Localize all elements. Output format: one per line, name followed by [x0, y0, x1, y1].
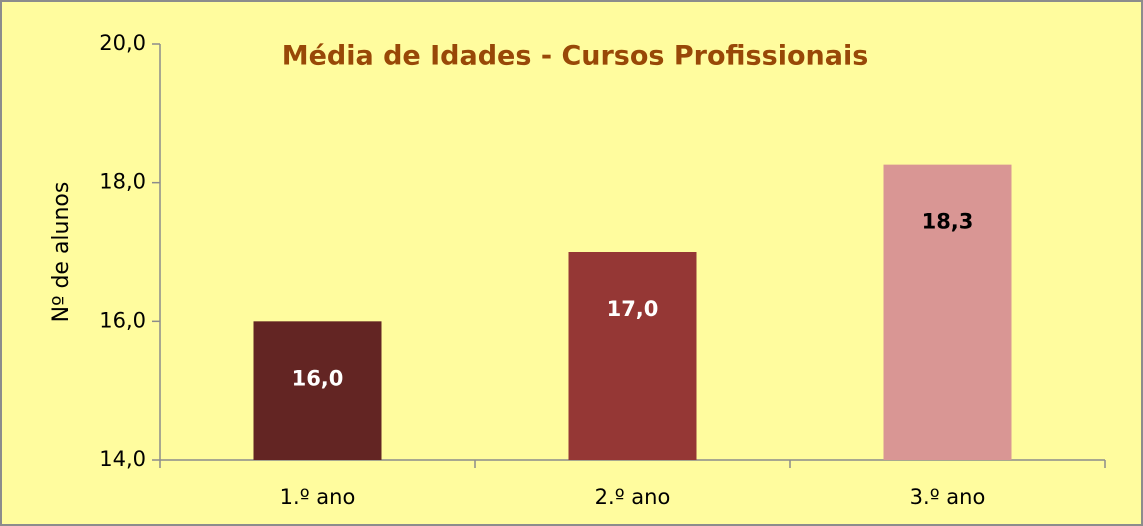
x-tick-label: 2.º ano — [595, 485, 671, 509]
bar — [253, 321, 382, 460]
y-axis-label: Nº de alunos — [49, 182, 74, 323]
bar — [883, 164, 1012, 460]
x-tick-label: 1.º ano — [280, 485, 356, 509]
value-label: 18,3 — [922, 210, 974, 234]
chart-title: Média de Idades - Cursos Profissionais — [282, 41, 869, 72]
value-label: 17,0 — [607, 297, 659, 321]
value-label: 16,0 — [292, 366, 344, 390]
y-tick-label: 18,0 — [99, 170, 146, 194]
y-tick-label: 20,0 — [99, 31, 146, 55]
y-tick-label: 14,0 — [99, 447, 146, 471]
x-tick-label: 3.º ano — [910, 485, 986, 509]
y-tick-label: 16,0 — [99, 308, 146, 332]
bar — [568, 252, 697, 460]
